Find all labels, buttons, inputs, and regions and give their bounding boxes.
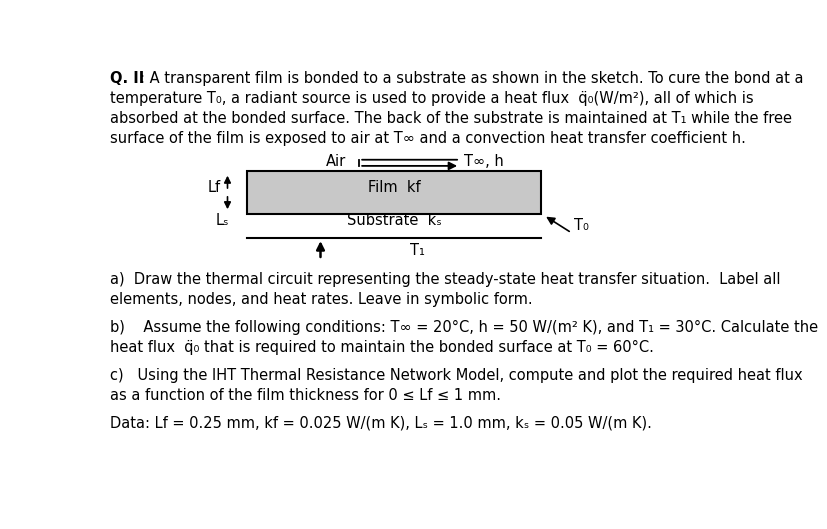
Text: Q. II: Q. II — [109, 71, 144, 86]
Text: Substrate  kₛ: Substrate kₛ — [347, 213, 441, 228]
Text: heat flux  q̈₀ that is required to maintain the bonded surface at T₀ = 60°C.: heat flux q̈₀ that is required to mainta… — [109, 340, 653, 355]
Text: T∞, h: T∞, h — [463, 154, 503, 169]
Text: Film  kf: Film kf — [367, 180, 420, 195]
Text: : A transparent film is bonded to a substrate as shown in the sketch. To cure th: : A transparent film is bonded to a subs… — [140, 71, 802, 86]
Text: Lₛ: Lₛ — [215, 213, 228, 228]
Text: Air: Air — [326, 154, 346, 169]
Text: c)   Using the IHT Thermal Resistance Network Model, compute and plot the requir: c) Using the IHT Thermal Resistance Netw… — [109, 368, 801, 382]
Text: Lf: Lf — [208, 179, 221, 195]
Text: b)    Assume the following conditions: T∞ = 20°C, h = 50 W/(m² K), and T₁ = 30°C: b) Assume the following conditions: T∞ =… — [109, 320, 817, 335]
Text: temperature T₀, a radiant source is used to provide a heat flux  q̈₀(W/m²), all : temperature T₀, a radiant source is used… — [109, 91, 753, 106]
Text: T₁: T₁ — [409, 243, 424, 258]
Text: surface of the film is exposed to air at T∞ and a convection heat transfer coeff: surface of the film is exposed to air at… — [109, 131, 744, 146]
Text: T₀: T₀ — [573, 217, 588, 233]
Bar — [246, 171, 541, 214]
Text: as a function of the film thickness for 0 ≤ Lf ≤ 1 mm.: as a function of the film thickness for … — [109, 388, 500, 403]
Text: Data: Lf = 0.25 mm, kf = 0.025 W/(m K), Lₛ = 1.0 mm, kₛ = 0.05 W/(m K).: Data: Lf = 0.25 mm, kf = 0.025 W/(m K), … — [109, 415, 651, 431]
Text: absorbed at the bonded surface. The back of the substrate is maintained at T₁ wh: absorbed at the bonded surface. The back… — [109, 111, 791, 126]
Text: elements, nodes, and heat rates. Leave in symbolic form.: elements, nodes, and heat rates. Leave i… — [109, 292, 532, 307]
Text: a)  Draw the thermal circuit representing the steady-state heat transfer situati: a) Draw the thermal circuit representing… — [109, 272, 779, 287]
